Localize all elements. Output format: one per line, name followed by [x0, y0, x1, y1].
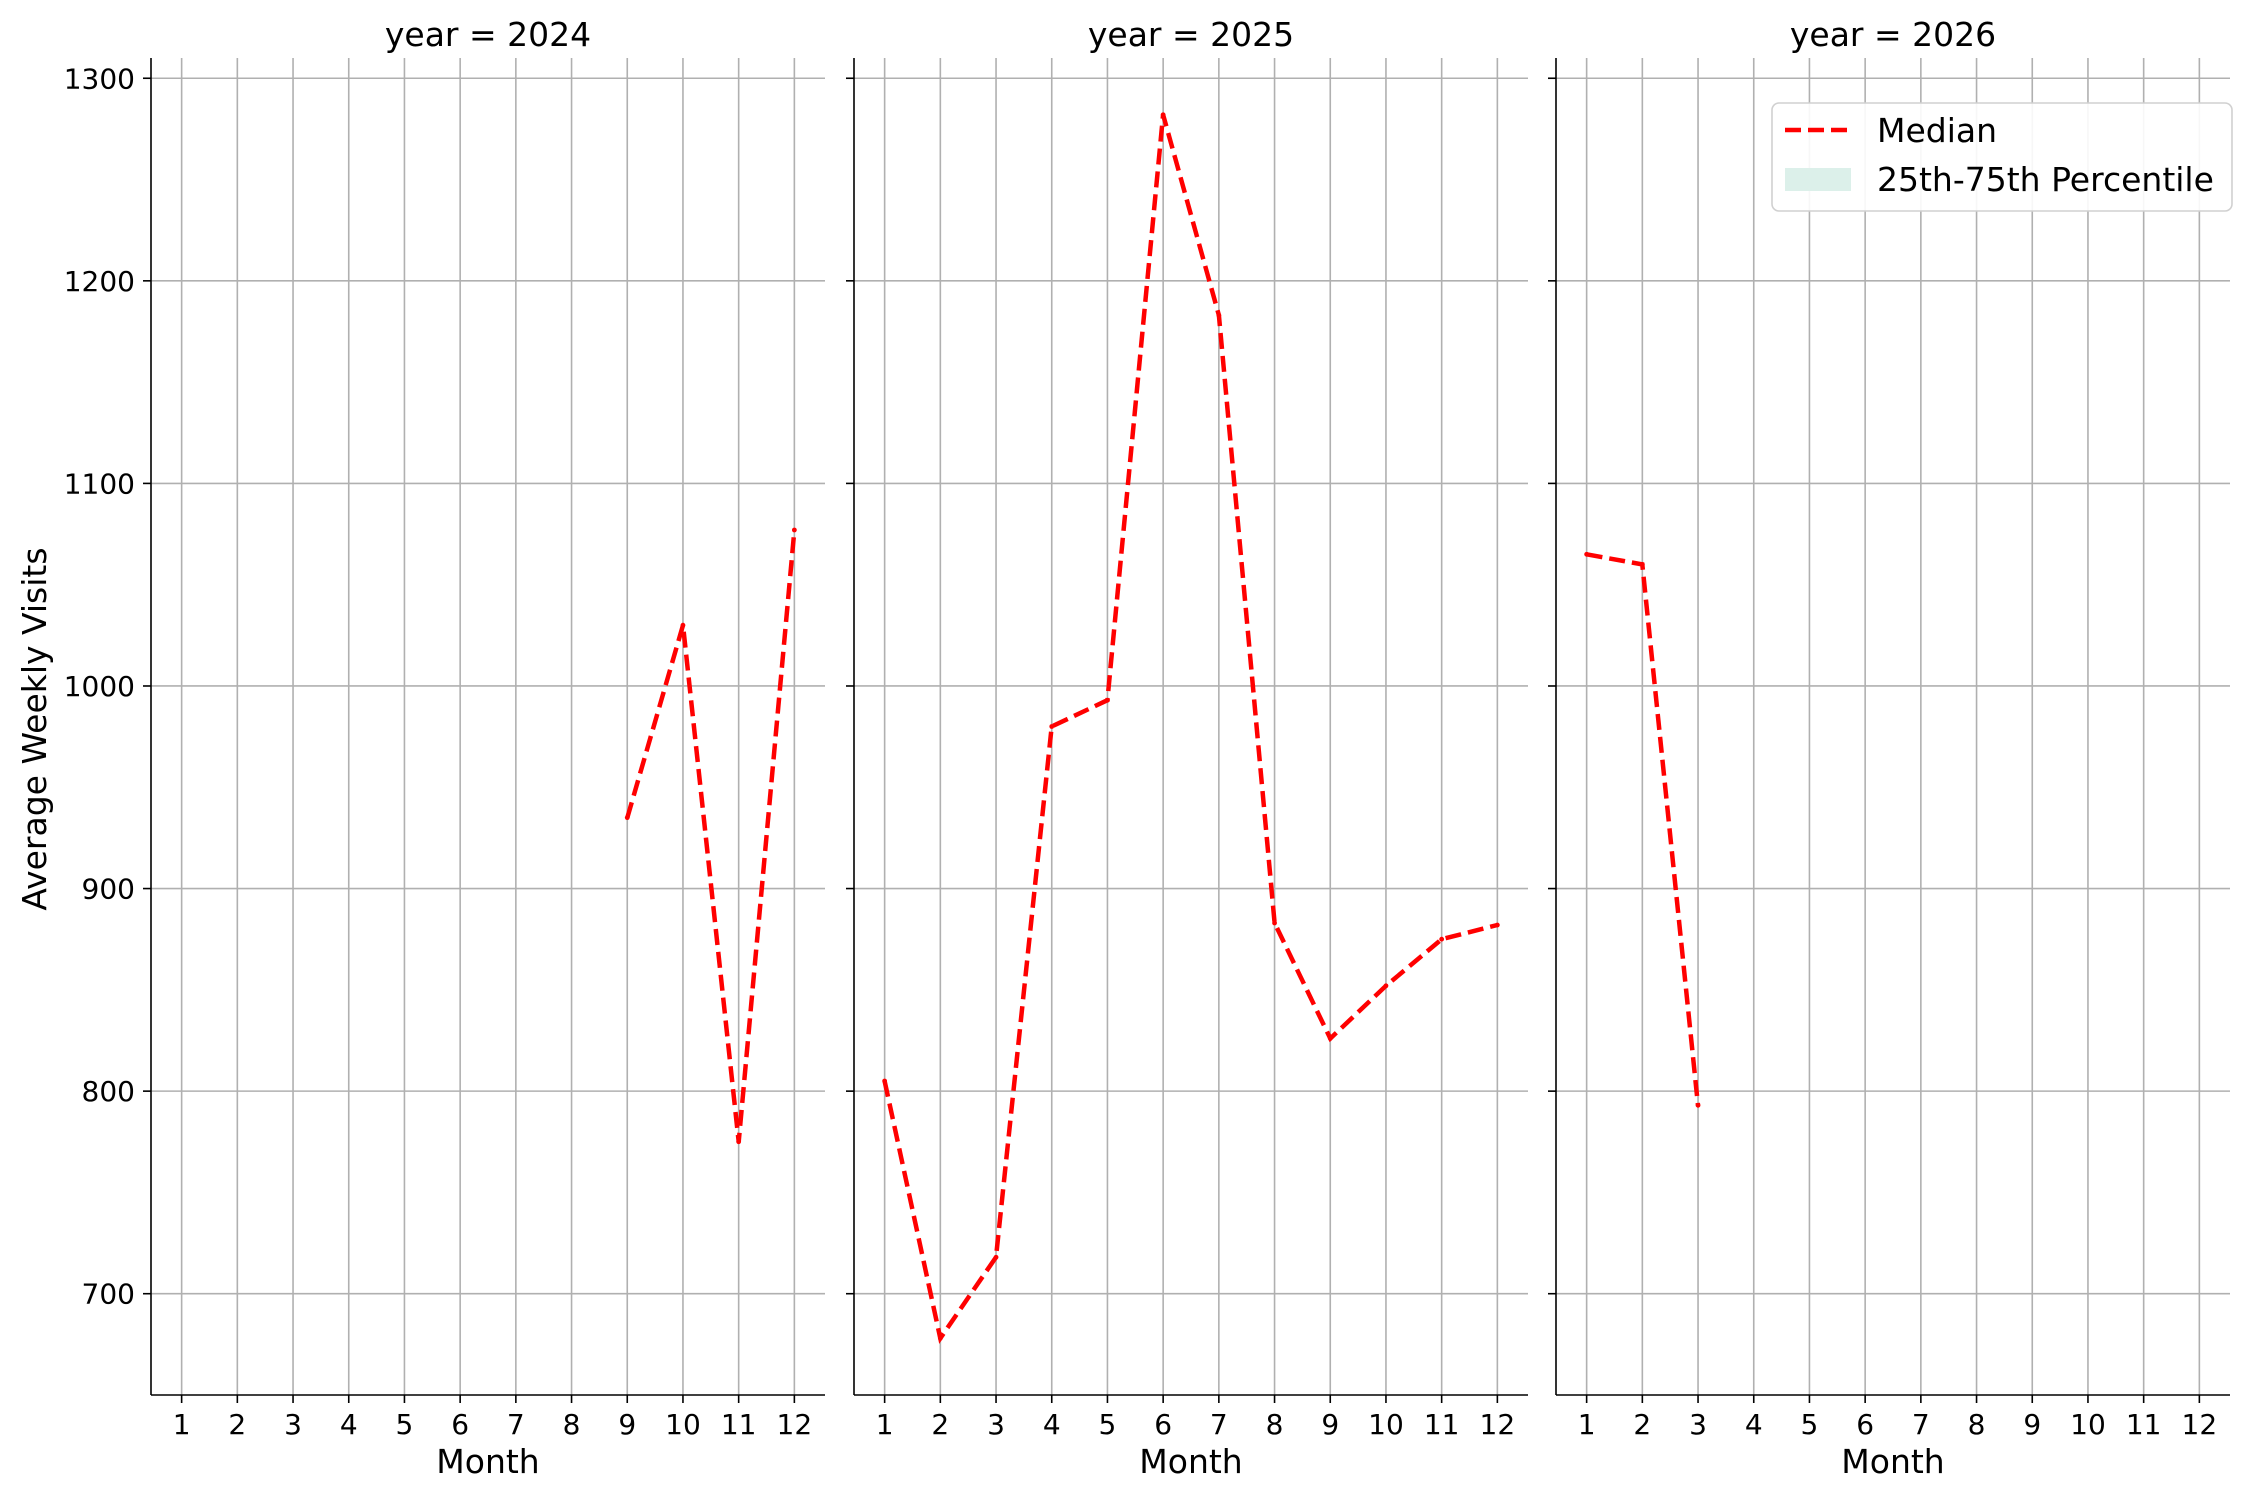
median-point — [1639, 562, 1645, 567]
x-axis-label: Month — [436, 1442, 539, 1481]
panel-title: year = 2024 — [385, 15, 591, 54]
median-point — [1216, 312, 1222, 318]
panel-title: year = 2025 — [1088, 15, 1294, 54]
y-tick-label: 700 — [82, 1278, 135, 1311]
median-point — [624, 815, 630, 821]
x-tick-label: 2 — [228, 1408, 246, 1441]
median-point — [882, 1078, 888, 1084]
median-point — [937, 1335, 943, 1341]
legend: Median 25th-75th Percentile — [1771, 102, 2233, 212]
x-tick-label: 6 — [1856, 1408, 1874, 1441]
median-point — [1584, 551, 1590, 557]
x-tick-label: 11 — [1424, 1408, 1460, 1441]
median-point — [993, 1254, 999, 1260]
x-tick-label: 1 — [1578, 1408, 1596, 1441]
x-tick-label: 8 — [1968, 1408, 1986, 1441]
median-point — [1383, 983, 1389, 989]
legend-box — [1771, 102, 2233, 212]
panel-title: year = 2026 — [1790, 15, 1996, 54]
legend-median-label: Median — [1877, 111, 1997, 150]
median-line — [882, 114, 1498, 1344]
x-tick-label: 6 — [451, 1408, 469, 1441]
x-tick-label: 3 — [987, 1408, 1005, 1441]
panel-1: 1 2 3 4 5 6 7 8 9 10 11 127008009001000110012001300… — [64, 15, 825, 1481]
x-tick-label: 9 — [618, 1408, 636, 1441]
y-tick-label: 1300 — [64, 62, 135, 95]
x-tick-label: 4 — [1043, 1408, 1061, 1441]
median-point — [1272, 920, 1277, 926]
x-tick-label: 10 — [1368, 1408, 1404, 1441]
x-tick-label: 1 — [876, 1408, 894, 1441]
x-tick-label: 1 — [173, 1408, 191, 1441]
y-tick-label: 1000 — [64, 670, 135, 703]
median-line — [625, 529, 797, 1143]
x-tick-label: 3 — [1689, 1408, 1707, 1441]
x-tick-label: 8 — [1266, 1408, 1284, 1441]
x-tick-label: 3 — [284, 1408, 302, 1441]
x-tick-label: 8 — [563, 1408, 581, 1441]
median-point — [1105, 697, 1110, 703]
y-tick-label: 1100 — [64, 467, 135, 500]
median-point — [1439, 936, 1445, 942]
median-point — [1160, 112, 1166, 118]
x-tick-label: 10 — [2070, 1408, 2106, 1441]
x-tick-label: 12 — [2182, 1408, 2218, 1441]
x-axis-label: Month — [1139, 1442, 1242, 1481]
median-point — [680, 622, 686, 628]
x-tick-label: 6 — [1154, 1408, 1172, 1441]
median-point — [736, 1139, 742, 1145]
x-tick-label: 11 — [2126, 1408, 2162, 1441]
median-point — [1327, 1036, 1333, 1041]
x-tick-label: 7 — [1210, 1408, 1228, 1441]
x-axis-label: Month — [1841, 1442, 1944, 1481]
x-tick-label: 5 — [1801, 1408, 1819, 1441]
x-tick-label: 10 — [665, 1408, 701, 1441]
x-tick-label: 9 — [1321, 1408, 1339, 1441]
x-tick-label: 9 — [2023, 1408, 2041, 1441]
x-tick-label: 2 — [1633, 1408, 1651, 1441]
median-point — [1494, 922, 1500, 928]
x-tick-label: 5 — [396, 1408, 414, 1441]
x-tick-label: 4 — [1745, 1408, 1763, 1441]
median-point — [1695, 1102, 1701, 1108]
x-tick-label: 5 — [1099, 1408, 1117, 1441]
legend-band-label: 25th-75th Percentile — [1877, 160, 2214, 199]
x-tick-label: 7 — [507, 1408, 525, 1441]
x-tick-label: 12 — [777, 1408, 813, 1441]
x-tick-label: 12 — [1480, 1408, 1516, 1441]
x-tick-label: 11 — [721, 1408, 757, 1441]
x-tick-label: 7 — [1912, 1408, 1930, 1441]
y-axis-label: Average Weekly Visits — [15, 547, 54, 910]
y-tick-label: 1200 — [64, 265, 135, 298]
y-tick-label: 900 — [82, 873, 135, 906]
median-point — [1049, 724, 1055, 729]
x-tick-label: 2 — [931, 1408, 949, 1441]
x-tick-label: 4 — [340, 1408, 358, 1441]
median-point — [791, 527, 797, 533]
y-tick-label: 800 — [82, 1075, 135, 1108]
legend-band-swatch — [1785, 168, 1851, 191]
